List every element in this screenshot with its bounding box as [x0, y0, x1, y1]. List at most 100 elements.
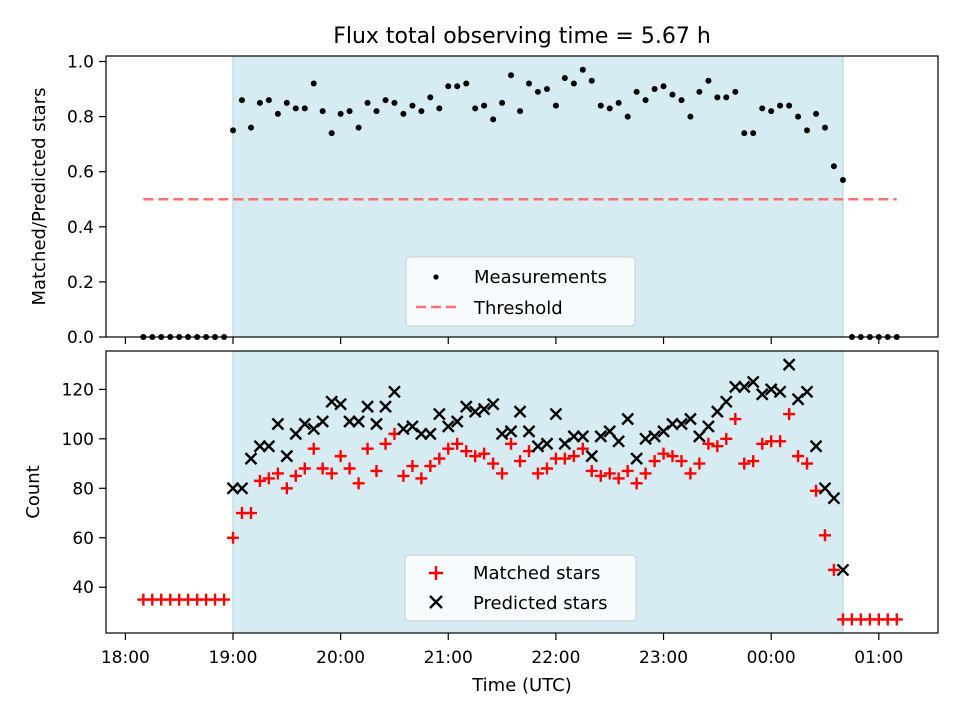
measurement-point — [337, 110, 344, 117]
matched-star-point — [262, 472, 275, 485]
y-axis-label: Count — [23, 465, 44, 518]
measurement-point — [534, 88, 541, 95]
predicted-star-point — [343, 415, 356, 428]
measurement-point — [427, 94, 434, 101]
matched-star-point — [244, 507, 257, 520]
predicted-star-point — [630, 452, 643, 465]
predicted-star-point — [531, 439, 545, 453]
predicted-star-point — [549, 407, 563, 421]
predicted-star-point — [468, 405, 482, 418]
matched-star-point — [558, 452, 571, 465]
predicted-star-point — [325, 395, 339, 409]
predicted-star-point — [693, 429, 706, 443]
measurement-point — [821, 124, 828, 131]
measurement-point — [328, 130, 335, 137]
legend-label-predicted: Predicted stars — [473, 593, 607, 614]
matched-star-point — [747, 455, 760, 468]
measurement-point — [490, 116, 497, 123]
predicted-star-point — [441, 420, 455, 433]
measurement-point — [499, 99, 506, 106]
matched-star-point — [505, 437, 518, 450]
measurement-point — [813, 110, 820, 117]
measurement-point — [660, 83, 667, 90]
measurement-point — [301, 105, 308, 112]
count-panel: 40 60 80 100 120 18:00 19:00 20:00 21:00 22:00 23… — [23, 350, 939, 696]
predicted-star-point — [361, 400, 374, 414]
measurement-point — [265, 97, 272, 104]
matched-star-point — [253, 474, 266, 487]
measurement-point — [230, 127, 237, 134]
x-tick-label: 21:00 — [424, 648, 473, 668]
matched-star-point — [406, 460, 419, 473]
matched-star-point — [630, 477, 643, 490]
predicted-star-point — [289, 427, 303, 441]
matched-star-point — [298, 462, 311, 475]
matched-star-point — [792, 450, 805, 463]
predicted-star-point — [746, 375, 760, 389]
matched-star-point — [415, 472, 428, 485]
predicted-star-point — [639, 432, 652, 446]
y-tick-label: 80 — [72, 479, 94, 499]
predicted-star-point — [702, 420, 715, 433]
matched-star-point — [738, 457, 751, 470]
predicted-star-point — [262, 439, 276, 453]
matched-star-point — [729, 413, 742, 426]
measurement-point — [400, 110, 407, 117]
predicted-star-point — [800, 385, 814, 399]
x-tick-label: 20:00 — [316, 648, 365, 668]
legend: Matched stars Predicted stars — [404, 554, 637, 622]
y-tick-label: 0.4 — [67, 218, 94, 238]
matched-star-point — [693, 457, 706, 470]
measurement-point — [570, 80, 577, 87]
predicted-star-point — [612, 434, 626, 448]
matched-star-point — [514, 455, 527, 468]
legend-box — [404, 554, 637, 622]
x-axis-ticks: 18:00 19:00 20:00 21:00 22:00 23:00 00:00 01:00 — [101, 633, 903, 668]
predicted-star-point — [522, 425, 536, 438]
predicted-star-point — [235, 481, 249, 495]
measurement-point — [472, 105, 479, 112]
measurement-point — [561, 75, 568, 82]
y-axis-label: Matched/Predicted stars — [29, 88, 50, 306]
matched-star-point — [316, 462, 329, 475]
measurement-point — [830, 163, 837, 170]
measurement-point — [382, 97, 389, 104]
matched-star-point — [702, 437, 715, 450]
measurement-point — [606, 105, 613, 112]
measurement-point — [238, 97, 245, 104]
matched-star-point — [666, 450, 679, 463]
predicted-star-point — [370, 417, 383, 431]
matched-star-point — [433, 452, 446, 465]
legend-box — [405, 256, 636, 327]
matched-star-point — [675, 455, 688, 468]
measurement-point — [508, 72, 515, 79]
predicted-star-point — [280, 449, 294, 463]
predicted-star-point — [423, 427, 437, 441]
measurement-point — [436, 105, 443, 112]
measurement-point — [678, 97, 685, 104]
measurement-point — [669, 91, 676, 98]
measurement-point — [319, 108, 326, 115]
matched-star-point — [218, 593, 231, 606]
measurement-point — [292, 105, 299, 112]
predicted-star-point — [594, 429, 608, 443]
matched-star-point — [648, 455, 661, 468]
matched-star-point — [451, 437, 464, 450]
y-axis-ticks: 0.0 0.2 0.4 0.6 0.8 1.0 — [67, 53, 106, 348]
predicted-star-point — [316, 415, 330, 428]
predicted-star-point — [827, 491, 841, 505]
matched-star-point — [487, 457, 500, 470]
matched-star-point — [478, 447, 491, 460]
x-axis-label: Time (UTC) — [471, 675, 572, 696]
matched-star-point — [424, 460, 437, 473]
measurement-point — [705, 77, 712, 84]
matched-star-point — [603, 467, 616, 480]
measurement-point — [633, 88, 640, 95]
measurement-point — [597, 102, 604, 109]
legend-marker-predicted — [429, 595, 443, 609]
predicted-star-point — [352, 415, 365, 428]
y-tick-label: 0.0 — [67, 328, 94, 348]
matched-star-point — [334, 450, 347, 463]
measurement-points — [140, 66, 900, 340]
predicted-star-point — [271, 417, 285, 431]
